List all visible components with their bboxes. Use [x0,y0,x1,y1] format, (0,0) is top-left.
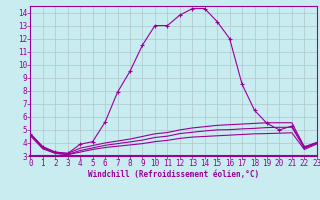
X-axis label: Windchill (Refroidissement éolien,°C): Windchill (Refroidissement éolien,°C) [88,170,259,179]
